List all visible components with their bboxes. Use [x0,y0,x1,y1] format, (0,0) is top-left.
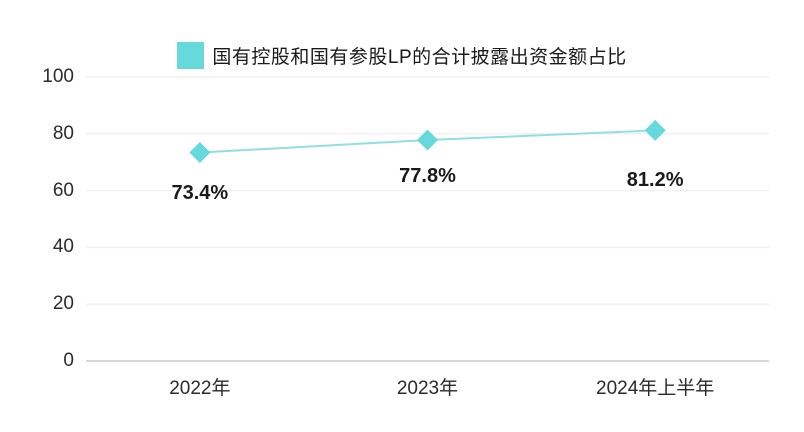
legend-swatch-icon [177,41,205,69]
y-tick-label: 60 [52,179,74,201]
y-tick-label: 0 [63,350,74,371]
x-tick-label: 2024年上半年 [596,378,715,399]
data-point-label: 73.4% [171,181,229,204]
y-tick-label: 80 [52,122,74,144]
y-tick-label: 20 [52,293,74,315]
data-point-label: 77.8% [399,165,456,188]
diamond-marker-icon [189,142,211,164]
diamond-marker-icon [417,129,438,151]
legend-label: 国有控股和国有参股LP的合计披露出资金额占比 [212,46,627,68]
chart-legend: 国有控股和国有参股LP的合计披露出资金额占比 [0,40,804,70]
x-tick-label: 2023年 [396,378,459,399]
y-tick-label: 100 [42,66,74,87]
y-tick-label: 40 [52,236,74,258]
diamond-marker-icon [644,119,666,141]
x-tick-label: 2022年 [169,378,231,399]
data-point-label: 81.2% [626,169,684,192]
